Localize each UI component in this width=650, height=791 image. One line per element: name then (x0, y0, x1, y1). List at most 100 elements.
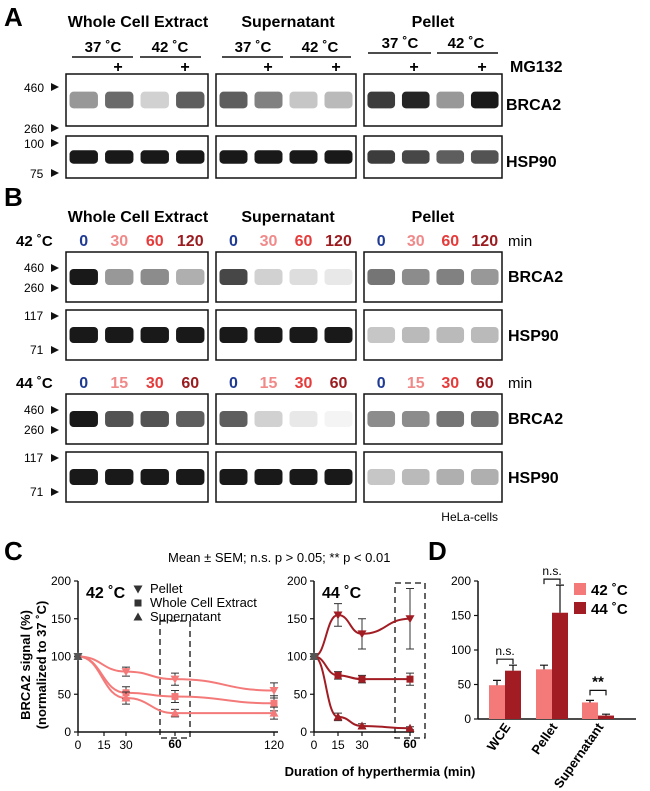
blot-band (219, 91, 248, 109)
data-point (309, 652, 319, 660)
chart-title: 44 ˚C (322, 585, 362, 602)
y-tick-label: 200 (451, 574, 471, 588)
marker-arrow (51, 426, 59, 434)
marker-label: 460 (24, 261, 44, 275)
data-point (357, 630, 367, 639)
blot-band (324, 469, 353, 485)
y-tick-label: 100 (287, 650, 307, 664)
stats-note: Mean ± SEM; n.s. p > 0.05; ** p < 0.01 (168, 550, 391, 565)
blot-band (436, 269, 465, 285)
blot-band (69, 469, 98, 485)
plus-sign: + (113, 59, 122, 76)
blot-brca2 (215, 251, 357, 303)
marker-arrow (51, 312, 59, 320)
data-point (270, 699, 278, 707)
blot-band (69, 150, 98, 164)
error-bar (602, 713, 610, 716)
blot-band (176, 327, 205, 343)
x-tick-label: 120 (264, 738, 284, 752)
blot-band (436, 327, 465, 343)
blot-band (470, 91, 499, 109)
timepoint-label: 120 (325, 233, 352, 250)
panel-c-letter: C (4, 536, 23, 566)
panel-a-group-pellet: Pellet (412, 14, 455, 31)
blot-band (436, 91, 465, 109)
series-line (313, 655, 410, 681)
timepoint-label: 60 (146, 233, 164, 250)
y-tick-label: 200 (287, 574, 307, 588)
legend: 42 ˚C 44 ˚C (574, 582, 628, 618)
blot-band (176, 269, 205, 285)
panel-d-chart: 050100150200WCEn.s.Pelletn.s.Supernatant… (451, 564, 636, 791)
blot-band (176, 91, 205, 109)
blot-band (105, 150, 134, 164)
marker-label: 117 (24, 451, 43, 465)
blot-hsp90 (363, 135, 503, 179)
y-tick-label: 200 (51, 574, 71, 588)
blot-band (367, 150, 396, 164)
blot-band (176, 469, 205, 485)
blot-band (69, 91, 98, 109)
blot-brca2 (215, 393, 357, 445)
blot-band (436, 469, 465, 485)
timepoint-label: 15 (110, 375, 128, 392)
blot-band (289, 411, 318, 427)
blot-brca2 (363, 251, 503, 303)
x-tick-label: 60 (403, 737, 417, 751)
blot-brca2 (65, 393, 209, 445)
blot-band (289, 150, 318, 164)
blot-band (69, 269, 98, 285)
panel-c-xlabel: Duration of hyperthermia (min) (285, 764, 476, 779)
legend-entry: Whole Cell Extract (150, 595, 257, 610)
temp-37-pel: 37 ˚C (382, 35, 419, 52)
temp-37-wce: 37 ˚C (85, 39, 122, 56)
blot-band (176, 150, 205, 164)
blot-band (140, 269, 169, 285)
timepoint-label: 30 (295, 375, 313, 392)
panel-b-group-pellet: Pellet (412, 209, 455, 226)
plus-sign: + (331, 59, 340, 76)
marker-label: 460 (24, 81, 44, 95)
blot-band (140, 327, 169, 343)
timepoint-label: 120 (177, 233, 204, 250)
chart-title: 42 ˚C (86, 585, 126, 602)
timepoint-label: 30 (441, 375, 459, 392)
panel-c-ylabel-2: (normalized to 37 ˚C) (34, 601, 49, 730)
panel-a-treatment-label: MG132 (510, 59, 563, 76)
data-point (121, 668, 131, 677)
timepoint-label: 60 (181, 375, 199, 392)
timepoint-label: 30 (407, 233, 425, 250)
temp-42-pel: 42 ˚C (448, 35, 485, 52)
cell-line-label: HeLa-cells (441, 510, 498, 524)
category-label: Pellet (528, 720, 561, 758)
bar (536, 669, 552, 719)
y-tick-label: 0 (464, 712, 471, 726)
series-line (77, 655, 275, 692)
blot-band (140, 91, 169, 109)
temp-42-sup: 42 ˚C (302, 39, 339, 56)
timepoint-label: 60 (330, 375, 348, 392)
timepoint-label: 30 (146, 375, 164, 392)
blot-brca2 (65, 251, 209, 303)
y-tick-label: 100 (451, 643, 471, 657)
bar (505, 670, 521, 719)
x-tick-label: 15 (97, 738, 111, 752)
marker-arrow (51, 454, 59, 462)
temp-42-wce: 42 ˚C (152, 39, 189, 56)
legend-entry: Pellet (150, 581, 183, 596)
error-bar (509, 664, 517, 671)
blot-band (401, 327, 430, 343)
blot-band (219, 411, 248, 427)
data-point (269, 708, 279, 717)
marker-label: 260 (24, 122, 44, 136)
timepoint-label: 30 (110, 233, 128, 250)
protein-label-brca2: BRCA2 (508, 411, 563, 428)
blot-band (140, 411, 169, 427)
marker-arrow (51, 264, 59, 272)
time-unit-label: min (508, 233, 532, 250)
data-point (170, 708, 180, 717)
data-point (73, 652, 83, 660)
timepoint-label: 0 (79, 233, 88, 250)
